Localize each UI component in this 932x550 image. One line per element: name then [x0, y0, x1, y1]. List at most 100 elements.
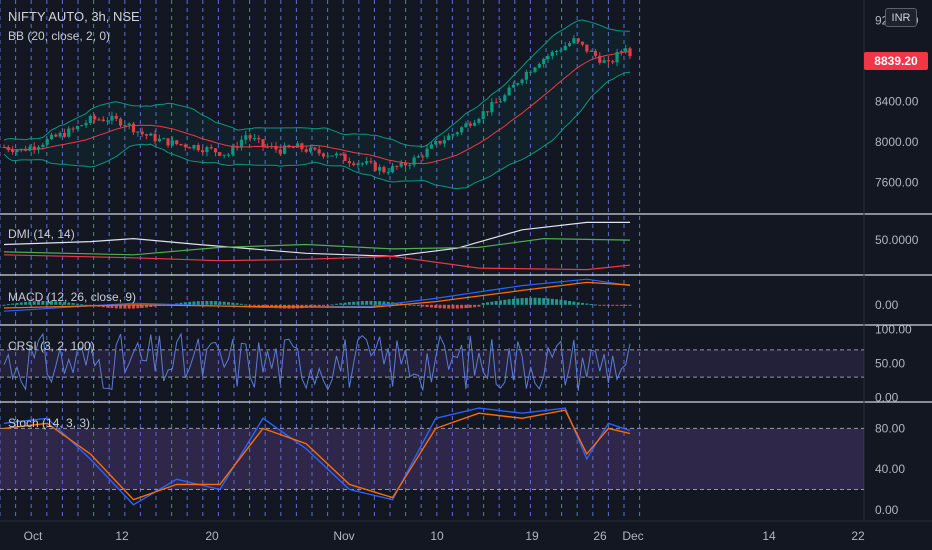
- macd-histogram-bar: [360, 301, 364, 305]
- macd-histogram-bar: [546, 298, 550, 305]
- candle-body: [408, 164, 412, 166]
- x-tick-label: Dec: [622, 529, 643, 543]
- macd-histogram-bar: [516, 298, 520, 305]
- candle-body: [313, 147, 317, 150]
- macd-histogram-bar: [321, 304, 325, 306]
- macd-histogram-bar: [507, 299, 511, 305]
- candle-body: [261, 139, 265, 147]
- macd-histogram-bar: [343, 302, 347, 305]
- candle-body: [373, 162, 377, 171]
- macd-histogram-bar: [347, 302, 351, 305]
- candle-body: [11, 149, 15, 153]
- candle-body: [192, 145, 196, 149]
- macd-histogram-bar: [421, 304, 425, 307]
- macd-histogram-bar: [205, 300, 209, 305]
- macd-histogram-bar: [373, 301, 377, 305]
- candle-body: [162, 138, 166, 140]
- macd-histogram-bar: [378, 301, 382, 305]
- macd-histogram-bar: [218, 301, 222, 305]
- macd-histogram-bar: [119, 304, 123, 309]
- macd-histogram-bar: [257, 304, 261, 307]
- macd-histogram-bar: [15, 302, 19, 305]
- candle-body: [468, 123, 472, 126]
- candle-body: [278, 149, 282, 154]
- currency-button[interactable]: INR: [885, 8, 917, 27]
- candle-body: [447, 135, 451, 141]
- macd-histogram-bar: [334, 303, 338, 305]
- macd-histogram-bar: [352, 301, 356, 305]
- macd-histogram-bar: [581, 302, 585, 305]
- candle-body: [131, 123, 136, 133]
- candle-body: [365, 161, 369, 164]
- candle-body: [218, 152, 222, 156]
- macd-histogram-bar: [136, 304, 140, 309]
- macd-histogram-bar: [628, 304, 632, 306]
- macd-histogram-bar: [524, 297, 528, 305]
- macd-histogram-bar: [542, 298, 546, 305]
- macd-histogram-bar: [434, 304, 438, 308]
- candle-body: [41, 144, 45, 148]
- macd-histogram-bar: [149, 304, 153, 308]
- macd-histogram-bar: [473, 304, 477, 308]
- candle-body: [110, 115, 114, 121]
- candle-body: [529, 71, 533, 73]
- macd-histogram-bar: [62, 302, 66, 305]
- candle-body: [602, 60, 606, 63]
- candle-body: [507, 87, 511, 96]
- candle-body: [520, 79, 524, 84]
- candle-body: [524, 72, 528, 80]
- candle-body: [32, 146, 36, 150]
- candle-body: [213, 148, 218, 153]
- candle-body: [295, 143, 300, 148]
- macd-histogram-bar: [455, 304, 459, 309]
- indicator-line: [3, 281, 631, 309]
- macd-histogram-bar: [304, 304, 308, 308]
- macd-histogram-bar: [611, 304, 615, 306]
- candle-body: [537, 63, 541, 68]
- candle-body: [183, 144, 187, 148]
- bb-lower-band: [3, 71, 631, 190]
- macd-histogram-bar: [606, 304, 610, 306]
- candle-body: [555, 50, 559, 52]
- candle-body: [550, 51, 554, 57]
- crsi-legend: CRSI (3, 2, 100): [8, 339, 95, 353]
- candle-body: [157, 138, 162, 142]
- macd-histogram-bar: [624, 304, 628, 306]
- stoch-legend: Stoch (14, 3, 3): [8, 416, 91, 430]
- macd-histogram-bar: [442, 304, 446, 309]
- stoch-band: [0, 428, 864, 490]
- candle-body: [75, 126, 79, 129]
- candle-body: [166, 138, 170, 146]
- candle-body: [123, 125, 127, 127]
- candle-body: [589, 50, 593, 52]
- candle-body: [403, 162, 408, 166]
- indicator-line: [3, 254, 631, 271]
- candle-body: [619, 51, 623, 53]
- candle-body: [624, 48, 628, 52]
- macd-histogram-bar: [619, 304, 623, 306]
- candle-body: [598, 55, 602, 63]
- candle-body: [71, 128, 75, 130]
- candle-body: [144, 134, 149, 136]
- candle-body: [455, 132, 459, 135]
- bb-legend: BB (20, close, 2, 0): [8, 29, 111, 43]
- candle-body: [572, 38, 576, 44]
- candle-body: [503, 95, 507, 102]
- candle-body: [485, 111, 490, 113]
- candle-body: [106, 120, 110, 122]
- macd-histogram-bar: [447, 304, 451, 309]
- macd-histogram-bar: [179, 302, 183, 305]
- macd-histogram-bar: [214, 301, 218, 305]
- macd-histogram-bar: [75, 303, 79, 305]
- candle-body: [390, 166, 395, 173]
- candle-body: [425, 148, 429, 157]
- candle-body: [36, 147, 41, 150]
- candle-body: [382, 167, 386, 173]
- macd-histogram-bar: [520, 298, 524, 305]
- macd-histogram-bar: [326, 304, 330, 306]
- candle-body: [248, 135, 252, 139]
- candle-body: [378, 167, 382, 171]
- candle-body: [481, 111, 485, 119]
